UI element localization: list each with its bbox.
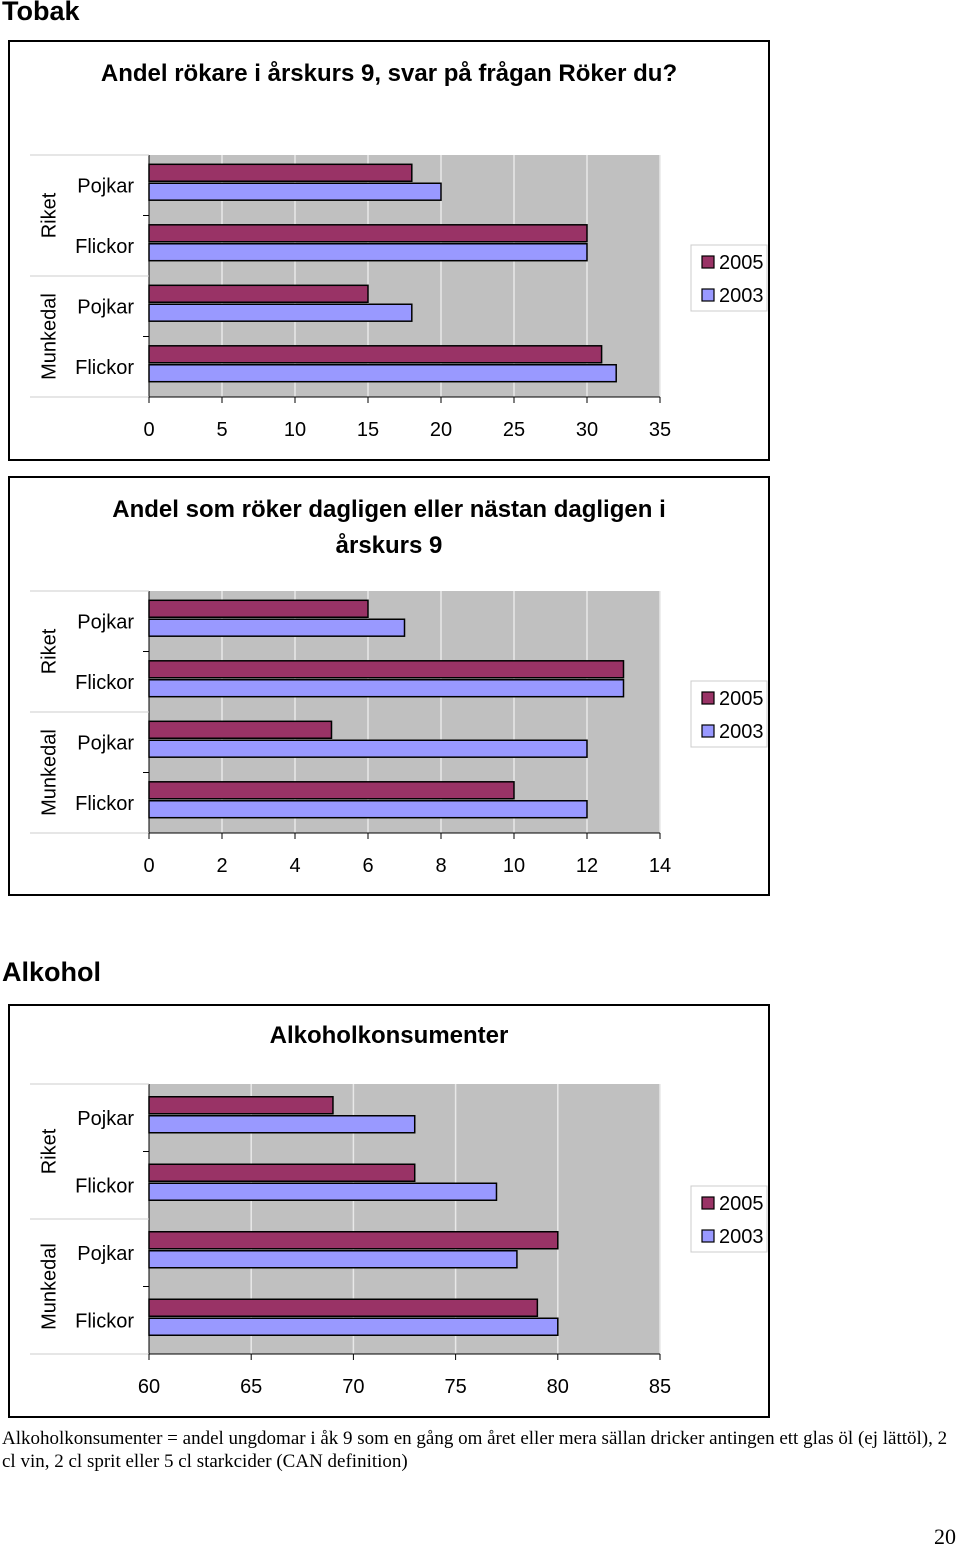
x-tick-label: 75 (444, 1376, 466, 1398)
legend-swatch-2003 (701, 724, 715, 738)
category-label: Pojkar (77, 176, 134, 198)
x-tick-label: 12 (576, 855, 598, 877)
legend-swatch-2005 (701, 1196, 715, 1210)
legend-label-2005: 2005 (719, 252, 764, 274)
bar-2005-pojkar (148, 163, 413, 182)
x-tick-label: 14 (649, 855, 671, 877)
bar-2005-flickor (148, 224, 588, 243)
chart-title: Andel som röker dagligen eller nästan da… (112, 496, 666, 559)
x-tick-label: 30 (576, 419, 598, 441)
legend-label-2005: 2005 (719, 688, 764, 710)
bar-2005-flickor (148, 781, 515, 800)
group-label-munkedal: Munkedal (38, 293, 60, 380)
group-label-munkedal: Munkedal (38, 1243, 60, 1330)
bar-2003-flickor (148, 679, 625, 698)
bar-2005-flickor (148, 345, 603, 364)
category-label: Flickor (75, 672, 134, 694)
x-tick-label: 80 (547, 1376, 569, 1398)
bar-2005-pojkar (148, 1231, 559, 1250)
category-label: Flickor (75, 1176, 134, 1198)
group-label-riket: Riket (38, 1128, 60, 1174)
x-tick-label: 85 (649, 1376, 671, 1398)
legend-swatch-2005 (701, 691, 715, 705)
bar-2003-flickor (148, 800, 588, 819)
x-tick-label: 15 (357, 419, 379, 441)
bar-2005-pojkar (148, 1096, 334, 1115)
x-tick-label: 2 (216, 855, 227, 877)
chart-svg: Pojkar Flickor Pojkar Flickor Riket Munkedal 0… (30, 154, 768, 441)
x-tick-label: 70 (342, 1376, 364, 1398)
category-label: Pojkar (77, 612, 134, 634)
x-tick-label: 65 (240, 1376, 262, 1398)
chart-title: Andel rökare i årskurs 9, svar på frågan… (100, 60, 678, 87)
section-heading-alkohol: Alkohol (2, 957, 101, 987)
group-label-riket: Riket (38, 192, 60, 238)
bar-2003-flickor (148, 1182, 498, 1201)
chart-svg: Pojkar Flickor Pojkar Flickor Riket Munkedal 6… (30, 1083, 768, 1398)
x-tick-label: 8 (435, 855, 446, 877)
category-label: Pojkar (77, 1243, 134, 1265)
bar-2005-flickor (148, 1163, 416, 1182)
x-tick-label: 25 (503, 419, 525, 441)
chart-daily-smokers: Andel som röker dagligen eller nästan da… (8, 476, 770, 896)
page-number: 20 (934, 1524, 956, 1549)
legend-swatch-2003 (701, 288, 715, 302)
bar-2003-pojkar (148, 1115, 416, 1134)
group-label-riket: Riket (38, 628, 60, 674)
bar-2003-flickor (148, 364, 617, 383)
bar-2003-pojkar (148, 1250, 518, 1269)
x-tick-label: 60 (138, 1376, 160, 1398)
bar-2003-flickor (148, 243, 588, 262)
chart-smokers: Andel rökare i årskurs 9, svar på frågan… (8, 40, 770, 461)
x-tick-label: 10 (284, 419, 306, 441)
bar-2005-flickor (148, 1298, 539, 1317)
bar-2003-flickor (148, 1317, 559, 1336)
x-tick-label: 6 (362, 855, 373, 877)
bar-2003-pojkar (148, 618, 406, 637)
bar-2005-flickor (148, 660, 625, 679)
legend-label-2003: 2003 (719, 1226, 764, 1248)
category-label: Flickor (75, 236, 134, 258)
category-label: Pojkar (77, 733, 134, 755)
group-label-munkedal: Munkedal (38, 729, 60, 816)
bar-2005-pojkar (148, 599, 369, 618)
category-label: Flickor (75, 1311, 134, 1333)
legend-label-2005: 2005 (719, 1193, 764, 1215)
category-label: Flickor (75, 793, 134, 815)
legend-swatch-2003 (701, 1229, 715, 1243)
bar-2005-pojkar (148, 284, 369, 303)
x-tick-label: 20 (430, 419, 452, 441)
bar-2003-pojkar (148, 739, 588, 758)
chart-alcohol-consumers: Alkoholkonsumenter Pojkar Flickor Pojkar Fl… (8, 1004, 770, 1418)
x-tick-label: 4 (289, 855, 300, 877)
section-heading-tobak: Tobak (2, 0, 80, 26)
chart-title: Alkoholkonsumenter (269, 1022, 509, 1049)
chart-svg: Pojkar Flickor Pojkar Flickor Riket Munkedal 0… (30, 590, 768, 877)
legend-label-2003: 2003 (719, 721, 764, 743)
x-tick-label: 0 (143, 419, 154, 441)
category-label: Flickor (75, 357, 134, 379)
x-tick-label: 35 (649, 419, 671, 441)
x-tick-label: 0 (143, 855, 154, 877)
bar-2003-pojkar (148, 303, 413, 322)
legend-label-2003: 2003 (719, 285, 764, 307)
category-label: Pojkar (77, 297, 134, 319)
category-label: Pojkar (77, 1108, 134, 1130)
x-tick-label: 5 (216, 419, 227, 441)
bar-2003-pojkar (148, 182, 442, 201)
x-tick-label: 10 (503, 855, 525, 877)
bar-2005-pojkar (148, 720, 333, 739)
legend-swatch-2005 (701, 255, 715, 269)
footnote: Alkoholkonsumenter = andel ungdomar i åk… (2, 1428, 948, 1472)
